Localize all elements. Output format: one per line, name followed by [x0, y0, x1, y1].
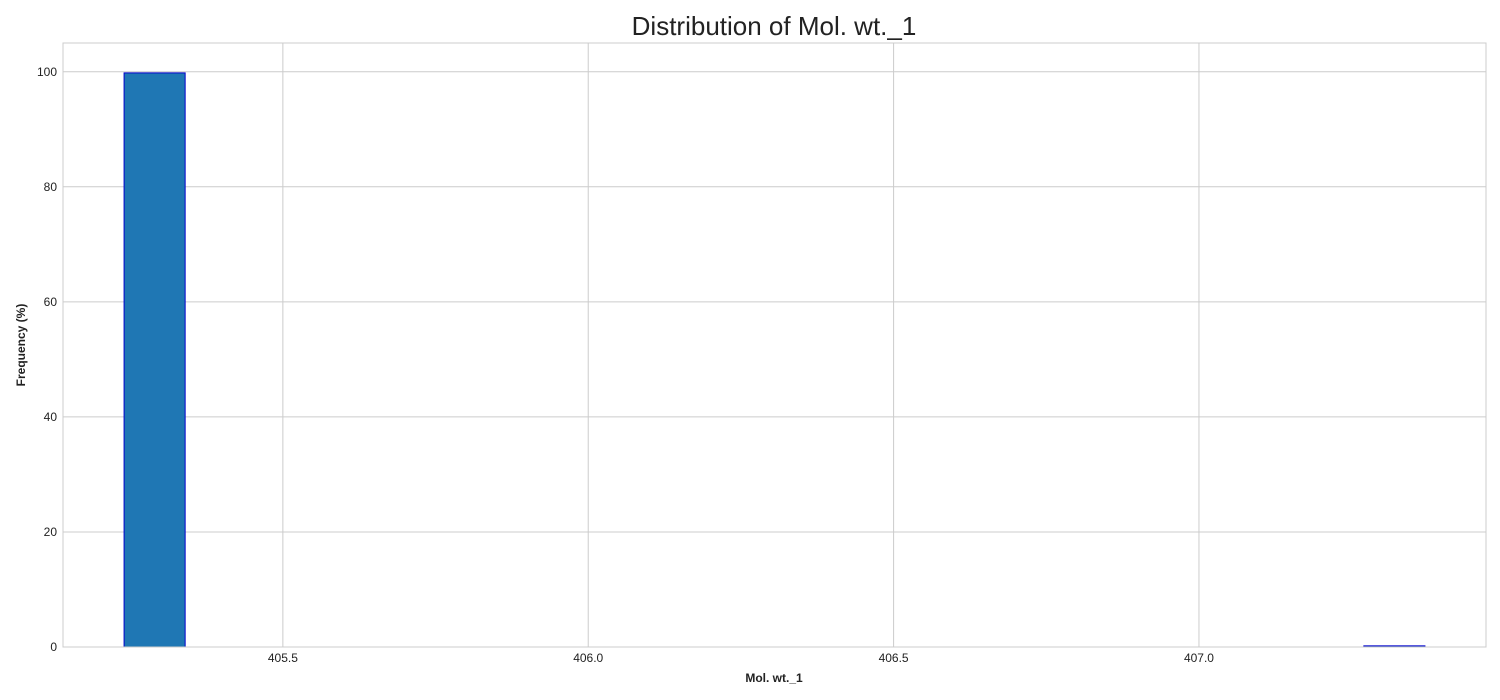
y-axis-label: Frequency (%): [14, 304, 28, 387]
y-tick-label: 20: [44, 525, 58, 539]
x-axis-label: Mol. wt._1: [745, 671, 803, 685]
y-tick-label: 0: [50, 640, 57, 654]
chart-title: Distribution of Mol. wt._1: [632, 11, 917, 41]
x-tick-labels: 405.5 406.0 406.5 407.0: [268, 651, 1214, 665]
y-tick-label: 60: [44, 295, 58, 309]
x-tick-label: 406.0: [573, 651, 603, 665]
x-tick-label: 405.5: [268, 651, 298, 665]
y-tick-label: 80: [44, 180, 58, 194]
x-tick-label: 406.5: [879, 651, 909, 665]
bars: [123, 72, 1426, 648]
y-tick-label: 100: [37, 65, 57, 79]
y-tick-label: 40: [44, 410, 58, 424]
histogram-bar: [123, 72, 186, 648]
plot-frame: [62, 42, 1487, 648]
x-tick-label: 407.0: [1184, 651, 1214, 665]
y-tick-labels: 0 20 40 60 80 100: [37, 65, 57, 654]
grid-lines: [63, 43, 1486, 648]
